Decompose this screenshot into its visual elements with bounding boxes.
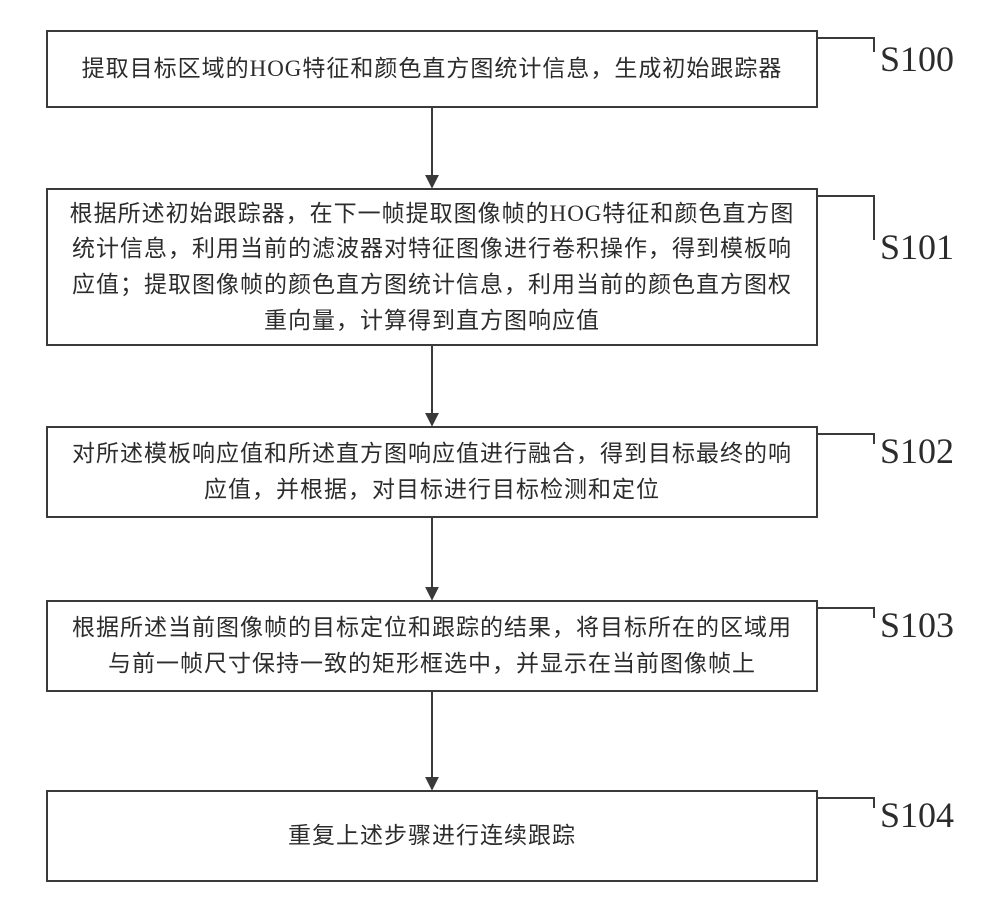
leader-s101: [818, 196, 874, 240]
flowchart-canvas: 提取目标区域的HOG特征和颜色直方图统计信息，生成初始跟踪器S100根据所述初始…: [0, 0, 1000, 924]
leader-s104: [818, 798, 874, 808]
leader-s103: [818, 608, 874, 618]
leader-s100: [818, 38, 874, 52]
leader-s102: [818, 434, 874, 444]
edges-layer: [0, 0, 1000, 924]
